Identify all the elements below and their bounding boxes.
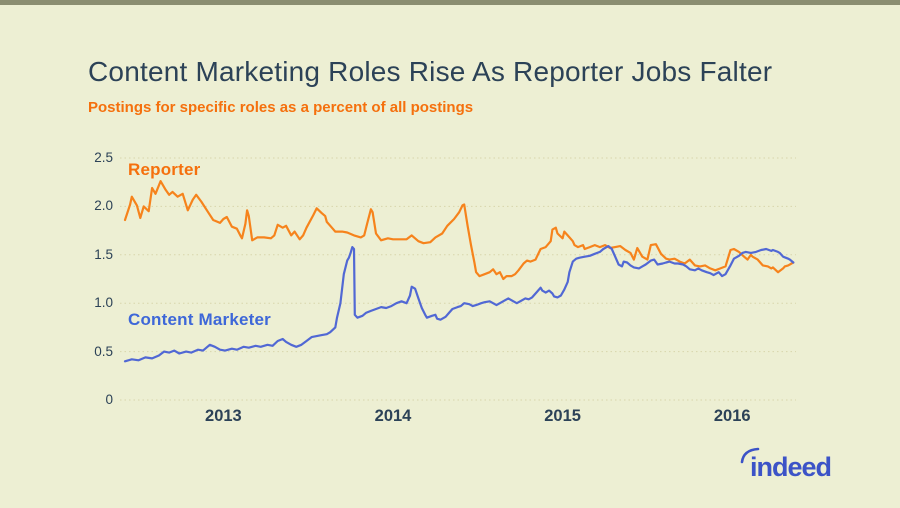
x-axis-label-2015: 2015	[544, 407, 581, 425]
chart-title: Content Marketing Roles Rise As Reporter…	[88, 56, 773, 87]
y-axis-label-0.5: 0.5	[94, 343, 113, 359]
indeed-logo: indeed	[740, 446, 832, 488]
reporter-series-label: Reporter	[128, 160, 201, 179]
reporter-line	[123, 180, 795, 281]
y-axis-label-2.5: 2.5	[94, 150, 113, 165]
content-marketer-line	[123, 245, 795, 363]
x-axis-label-2013: 2013	[205, 407, 242, 425]
top-border-bar	[0, 0, 900, 5]
y-axis-label-2.0: 2.0	[94, 198, 113, 214]
chart-subtitle: Postings for specific roles as a percent…	[88, 99, 474, 116]
y-axis-label-1.5: 1.5	[94, 246, 113, 262]
indeed-logo-text: indeed	[750, 452, 832, 482]
content-marketer-series-label: Content Marketer	[128, 310, 272, 329]
y-axis-label-0: 0	[105, 392, 113, 407]
indeed-logo-arc-icon	[740, 447, 760, 464]
x-axis-label-2014: 2014	[374, 407, 412, 425]
y-axis-label-1.0: 1.0	[94, 295, 113, 311]
x-axis-label-2016: 2016	[713, 407, 751, 425]
